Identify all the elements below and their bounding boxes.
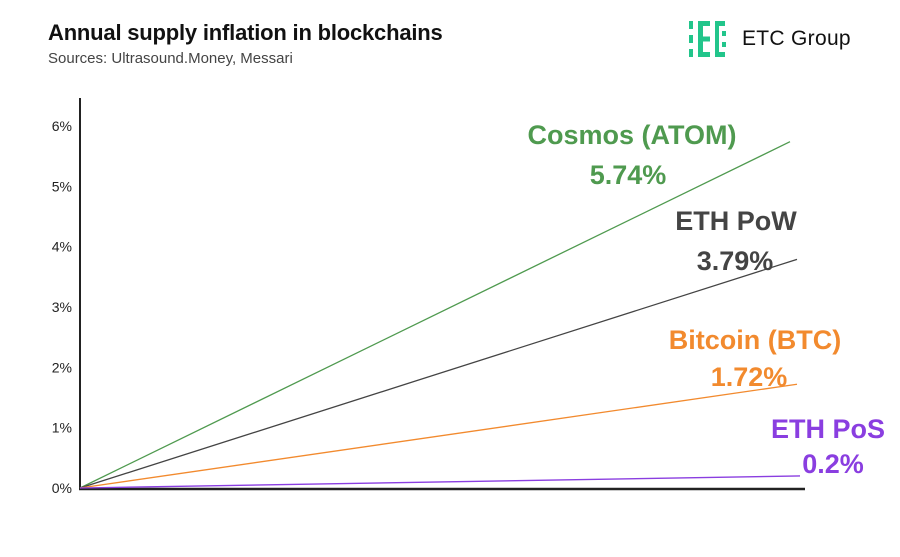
series-value-label: 1.72% xyxy=(711,362,788,392)
series-name-label: ETH PoW xyxy=(675,206,797,236)
series-name-label: ETH PoS xyxy=(771,414,885,444)
y-tick-label: 3% xyxy=(52,299,72,315)
brand-name: ETC Group xyxy=(742,27,851,50)
series-value-label: 3.79% xyxy=(697,246,774,276)
series-line-bitcoin-btc xyxy=(79,383,798,489)
y-tick-label: 0% xyxy=(52,480,72,496)
series-line-eth-pow xyxy=(79,258,798,489)
y-tick-label: 2% xyxy=(52,359,72,375)
y-tick-label: 4% xyxy=(52,239,72,255)
series-name-label: Cosmos (ATOM) xyxy=(528,120,737,150)
y-tick-label: 6% xyxy=(52,118,72,134)
series-value-label: 0.2% xyxy=(802,449,864,479)
chart-subtitle: Sources: Ultrasound.Money, Messari xyxy=(48,50,293,67)
y-tick-label: 5% xyxy=(52,178,72,194)
series-line-eth-pos xyxy=(79,475,801,489)
brand-logo: ETC Group xyxy=(688,20,851,58)
y-tick-label: 1% xyxy=(52,420,72,436)
series-line-cosmos-atom xyxy=(79,141,791,489)
etc-group-logo-icon xyxy=(689,21,726,57)
series-name-label: Bitcoin (BTC) xyxy=(669,325,841,355)
chart-title: Annual supply inflation in blockchains xyxy=(48,20,443,45)
series-value-label: 5.74% xyxy=(590,160,667,190)
